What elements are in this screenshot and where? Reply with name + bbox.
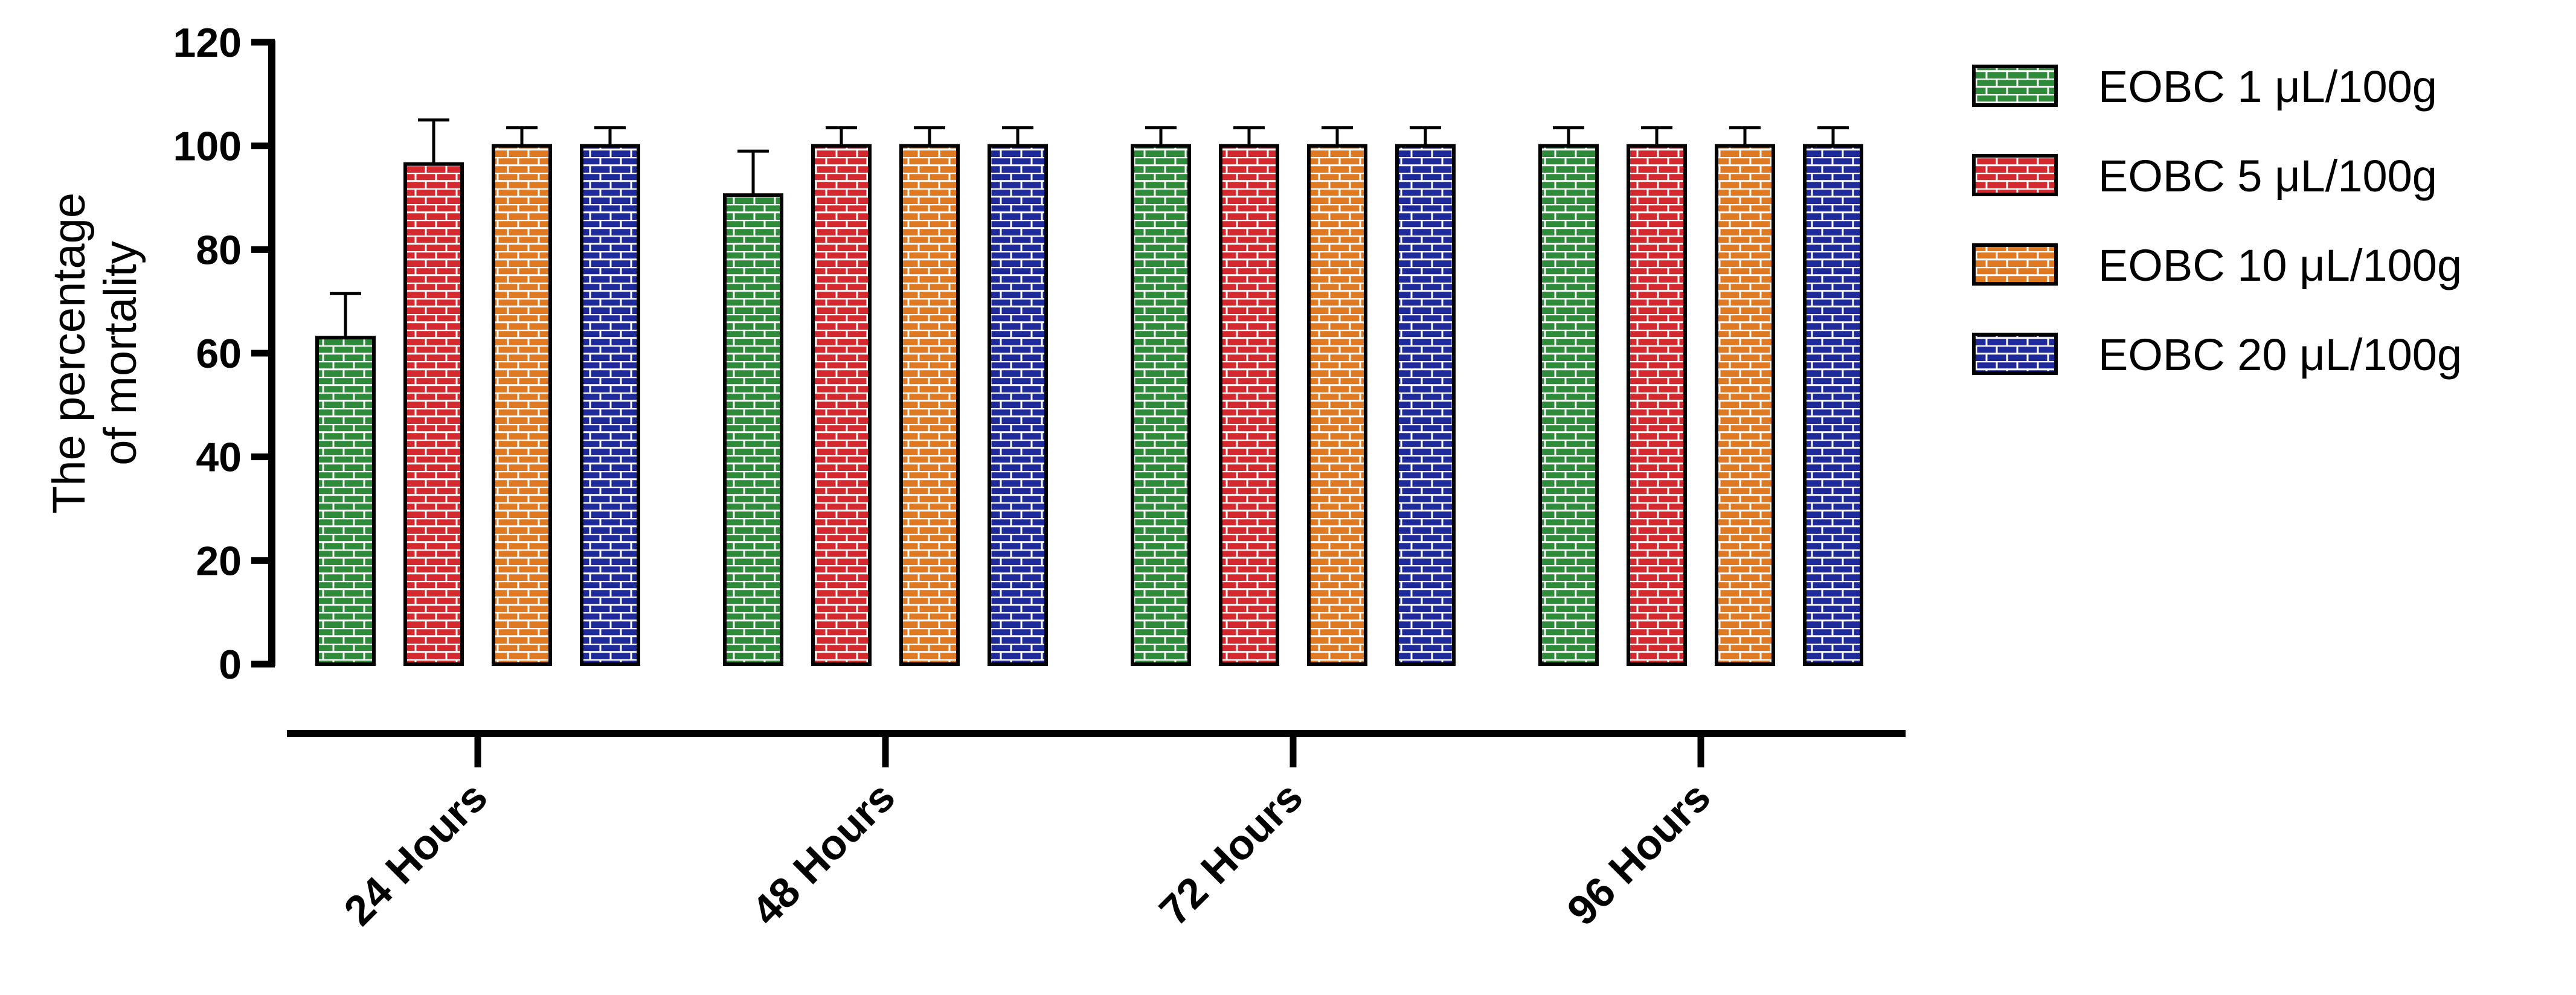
bar bbox=[1131, 144, 1191, 666]
legend-swatch bbox=[1972, 154, 2058, 196]
bar bbox=[723, 193, 783, 667]
legend-label: EOBC 10 μL/100g bbox=[2098, 240, 2462, 290]
legend-label: EOBC 1 μL/100g bbox=[2098, 62, 2437, 112]
bar bbox=[580, 144, 640, 666]
legend-label: EOBC 5 μL/100g bbox=[2098, 151, 2437, 201]
bar bbox=[492, 144, 552, 666]
y-tick-label: 20 bbox=[196, 538, 242, 584]
y-tick-label: 80 bbox=[196, 227, 242, 273]
bar bbox=[899, 144, 960, 666]
bar bbox=[1803, 144, 1863, 666]
x-tick-label: 72 Hours bbox=[1151, 773, 1312, 934]
bar bbox=[1538, 144, 1599, 666]
bar bbox=[403, 162, 464, 667]
legend: EOBC 1 μL/100g EOBC 5 μL/100g EOBC 10 μL/1… bbox=[1972, 62, 2462, 380]
legend-label: EOBC 20 μL/100g bbox=[2098, 330, 2462, 380]
x-tick-label: 24 Hours bbox=[335, 773, 496, 934]
bar bbox=[1627, 144, 1687, 666]
y-tick-label: 60 bbox=[196, 331, 242, 377]
y-axis-title-line: The percentage bbox=[43, 193, 95, 514]
bar bbox=[1307, 144, 1367, 666]
y-tick-label: 0 bbox=[219, 642, 242, 688]
bar bbox=[1715, 144, 1775, 666]
y-axis-title-line: of mortality bbox=[95, 241, 146, 466]
x-axis: 24 Hours 48 Hours 72 Hours 96 Hours bbox=[287, 730, 1906, 934]
y-axis-title: The percentageof mortality bbox=[43, 193, 146, 514]
y-axis: 0 20 40 60 80 100 120 bbox=[173, 20, 275, 688]
legend-swatch bbox=[1972, 333, 2058, 375]
y-tick-label: 40 bbox=[196, 435, 242, 481]
bar bbox=[1395, 144, 1456, 666]
bar bbox=[988, 144, 1048, 666]
bar bbox=[811, 144, 872, 666]
y-axis-label: The percentageof mortality bbox=[43, 193, 146, 514]
bar bbox=[1219, 144, 1279, 666]
x-tick-label: 96 Hours bbox=[1558, 773, 1720, 934]
legend-swatch bbox=[1972, 65, 2058, 107]
bar bbox=[315, 336, 376, 666]
bars bbox=[315, 118, 1863, 667]
y-tick-label: 100 bbox=[173, 124, 242, 170]
y-tick-label: 120 bbox=[173, 20, 242, 66]
x-tick-label: 48 Hours bbox=[743, 773, 904, 934]
legend-swatch bbox=[1972, 243, 2058, 286]
